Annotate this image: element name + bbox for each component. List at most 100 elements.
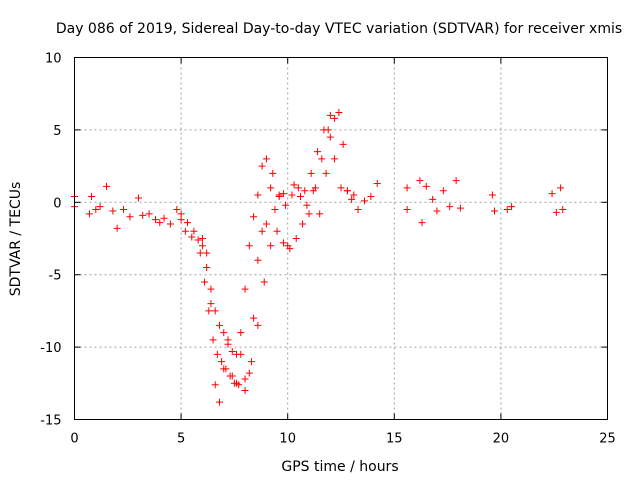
data-point [322,169,330,177]
data-point [439,187,447,195]
data-point [326,111,334,119]
data-point [452,177,460,185]
data-point [222,365,230,373]
data-point [418,219,426,227]
data-point [446,203,454,211]
data-point [314,148,322,156]
data-point [326,133,334,141]
data-point [201,278,209,286]
data-point [267,242,275,250]
data-point [194,236,202,244]
data-point [343,187,351,195]
x-tick-label: 0 [70,432,78,447]
x-tick-label: 25 [599,432,616,447]
data-point [134,194,142,202]
data-point [303,201,311,209]
x-tick-label: 10 [279,432,296,447]
data-point [373,179,381,187]
x-tick-label: 15 [386,432,403,447]
data-point [279,239,287,247]
data-point [269,169,277,177]
data-point [211,381,219,389]
y-tick-label: 10 [45,52,62,67]
data-point [267,184,275,192]
data-point [320,126,328,134]
data-point [88,193,96,201]
data-point [307,169,315,177]
data-point [335,109,343,117]
data-point [301,187,309,195]
y-tick-label: 0 [53,196,61,211]
data-point [211,307,219,315]
data-point [262,220,270,228]
data-point [403,206,411,214]
data-point [360,197,368,205]
data-point [296,193,304,201]
data-point [215,398,223,406]
data-point [235,381,243,389]
data-point [181,227,189,235]
data-point [102,182,110,190]
data-point [433,207,441,215]
y-axis-label: SDTVAR / TECUs [8,182,24,297]
data-point [203,249,211,257]
data-point [224,340,232,348]
data-point [299,220,307,228]
data-point [213,350,221,358]
y-tick-label: -10 [40,341,61,356]
data-point [250,213,258,221]
data-point [254,256,262,264]
data-point [503,206,511,214]
data-point [271,206,279,214]
data-point [188,233,196,241]
data-point [305,210,313,218]
data-point [548,190,556,198]
data-point [403,184,411,192]
data-point [198,235,206,242]
data-point [207,285,215,293]
data-point [258,227,266,235]
data-point [139,211,147,219]
data-point [203,263,211,271]
data-point [311,184,319,192]
data-point [241,375,249,383]
data-point [557,184,565,192]
y-tick-label: -15 [40,414,61,429]
chart-title: Day 086 of 2019, Sidereal Day-to-day VTE… [56,21,622,37]
data-point [488,191,496,199]
data-point [350,191,358,199]
data-point [367,193,375,201]
x-tick-label: 20 [493,432,510,447]
data-point [260,278,268,286]
data-point [205,307,213,315]
data-point [173,206,181,214]
data-point [348,195,356,203]
data-point [215,321,223,329]
data-point [552,208,560,216]
x-axis-label: GPS time / hours [281,459,398,475]
data-point [288,191,296,199]
data-point [294,184,302,192]
data-point [96,203,104,211]
data-point [292,235,300,242]
data-point [279,190,287,198]
data-point [286,245,294,253]
data-point [183,219,191,227]
data-point [331,114,339,122]
data-point [209,336,217,344]
data-point [218,358,226,366]
data-point [160,214,168,222]
data-point [422,182,430,190]
data-point [456,204,464,212]
data-point [166,220,174,228]
data-point [339,140,347,148]
data-point [230,379,238,387]
data-point [145,210,153,218]
data-point [190,227,198,235]
data-point [220,329,228,337]
data-markers [71,109,567,406]
data-point [92,206,100,214]
data-point [273,227,281,235]
data-point [275,191,283,199]
